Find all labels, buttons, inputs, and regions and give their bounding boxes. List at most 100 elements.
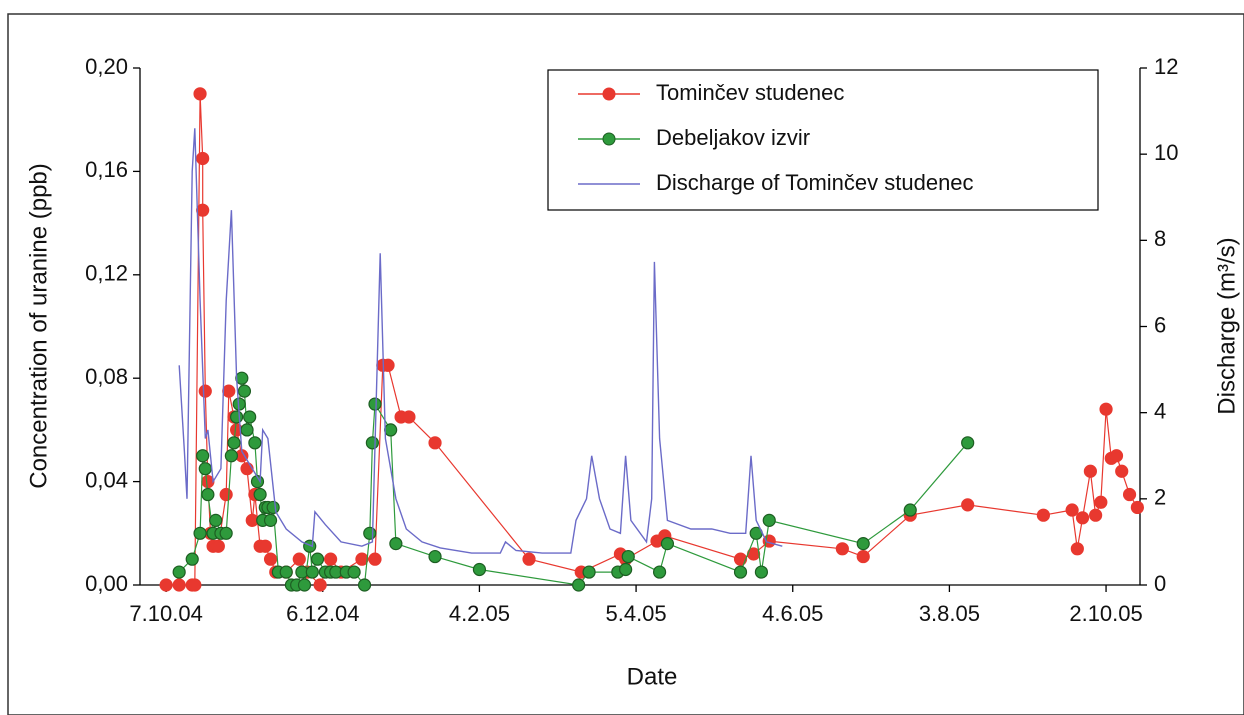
marker xyxy=(1089,508,1103,522)
marker xyxy=(188,578,202,592)
marker xyxy=(201,487,215,502)
marker xyxy=(856,537,870,551)
x-tick-label: 3.8.05 xyxy=(919,601,980,626)
marker xyxy=(310,552,325,566)
y-tick-label: 0,16 xyxy=(85,157,128,182)
legend-marker xyxy=(602,132,616,146)
marker xyxy=(185,552,199,566)
y2-tick-label: 12 xyxy=(1154,54,1178,79)
marker xyxy=(582,565,596,579)
marker xyxy=(1083,464,1097,478)
marker xyxy=(1122,487,1137,502)
marker xyxy=(211,539,225,553)
legend: Tominčev studenec Debeljakov izvir Dischar… xyxy=(547,69,1099,211)
marker xyxy=(384,423,398,437)
y2-tick-label: 10 xyxy=(1154,140,1178,165)
marker xyxy=(572,578,586,592)
marker xyxy=(381,358,395,372)
marker xyxy=(428,549,442,564)
y-tick-label: 0,20 xyxy=(85,54,128,79)
marker xyxy=(1094,495,1108,509)
marker xyxy=(389,537,403,551)
marker xyxy=(248,436,262,450)
marker xyxy=(159,578,173,592)
marker xyxy=(198,384,212,398)
marker xyxy=(222,384,236,398)
frame xyxy=(7,13,1244,715)
y-tick-label: 0,00 xyxy=(85,571,128,596)
marker xyxy=(1099,402,1113,416)
x-tick-label: 4.6.05 xyxy=(762,601,823,626)
y-tick-label: 0,12 xyxy=(85,261,128,286)
marker xyxy=(363,526,377,540)
y-axis-label: Concentration of uranine (ppb) xyxy=(25,163,52,489)
series-line xyxy=(178,128,783,554)
marker xyxy=(253,487,267,502)
marker xyxy=(961,498,975,512)
marker xyxy=(733,565,748,579)
marker xyxy=(428,436,442,450)
marker xyxy=(196,203,210,217)
marker xyxy=(368,552,382,566)
marker xyxy=(227,436,241,450)
marker xyxy=(313,578,327,592)
y-tick-label: 0,08 xyxy=(85,364,128,389)
x-tick-label: 6.12.04 xyxy=(286,601,359,626)
marker xyxy=(347,565,361,579)
marker xyxy=(237,384,252,398)
marker xyxy=(961,436,975,450)
marker xyxy=(324,552,338,566)
x-tick-label: 4.2.05 xyxy=(449,601,510,626)
marker xyxy=(1109,449,1124,463)
marker xyxy=(230,410,244,424)
marker xyxy=(660,537,675,551)
marker xyxy=(305,565,319,579)
marker xyxy=(368,397,382,411)
marker xyxy=(652,565,667,579)
marker xyxy=(1075,511,1090,525)
y2-axis-label: Discharge (m³/s) xyxy=(1213,237,1240,414)
marker xyxy=(1115,464,1129,478)
marker xyxy=(856,549,870,564)
marker xyxy=(1036,508,1050,522)
marker xyxy=(172,565,186,579)
legend-label: Discharge of Tominčev studenec xyxy=(656,170,974,195)
marker xyxy=(621,549,635,564)
marker xyxy=(835,542,849,556)
marker xyxy=(193,526,207,540)
y2-tick-label: 6 xyxy=(1154,312,1166,337)
marker xyxy=(365,436,379,450)
y2-tick-label: 4 xyxy=(1154,398,1166,423)
x-tick-label: 7.10.04 xyxy=(129,601,202,626)
marker xyxy=(355,552,369,566)
marker xyxy=(1130,500,1144,515)
marker xyxy=(619,562,633,577)
legend-label: Debeljakov izvir xyxy=(656,125,810,150)
marker xyxy=(240,462,254,476)
marker xyxy=(762,513,776,527)
marker xyxy=(263,552,278,566)
x-tick-label: 2.10.05 xyxy=(1069,601,1142,626)
marker xyxy=(196,449,210,463)
marker xyxy=(263,513,278,527)
y2-tick-label: 0 xyxy=(1154,571,1166,596)
marker xyxy=(1070,542,1084,556)
marker xyxy=(193,87,207,101)
y-tick-label: 0,04 xyxy=(85,467,128,492)
marker xyxy=(266,500,280,515)
marker xyxy=(402,410,416,424)
y2-tick-label: 8 xyxy=(1154,226,1166,251)
marker xyxy=(733,552,748,566)
marker xyxy=(243,410,257,424)
marker xyxy=(1065,503,1079,517)
marker xyxy=(224,449,238,463)
x-axis-label: Date xyxy=(627,663,678,690)
marker xyxy=(357,578,372,592)
marker xyxy=(903,503,917,517)
marker xyxy=(292,552,306,566)
x-tick-label: 5.4.05 xyxy=(605,601,666,626)
marker xyxy=(209,513,223,527)
marker xyxy=(258,539,272,553)
marker xyxy=(472,562,487,577)
y2-tick-label: 2 xyxy=(1154,485,1166,510)
